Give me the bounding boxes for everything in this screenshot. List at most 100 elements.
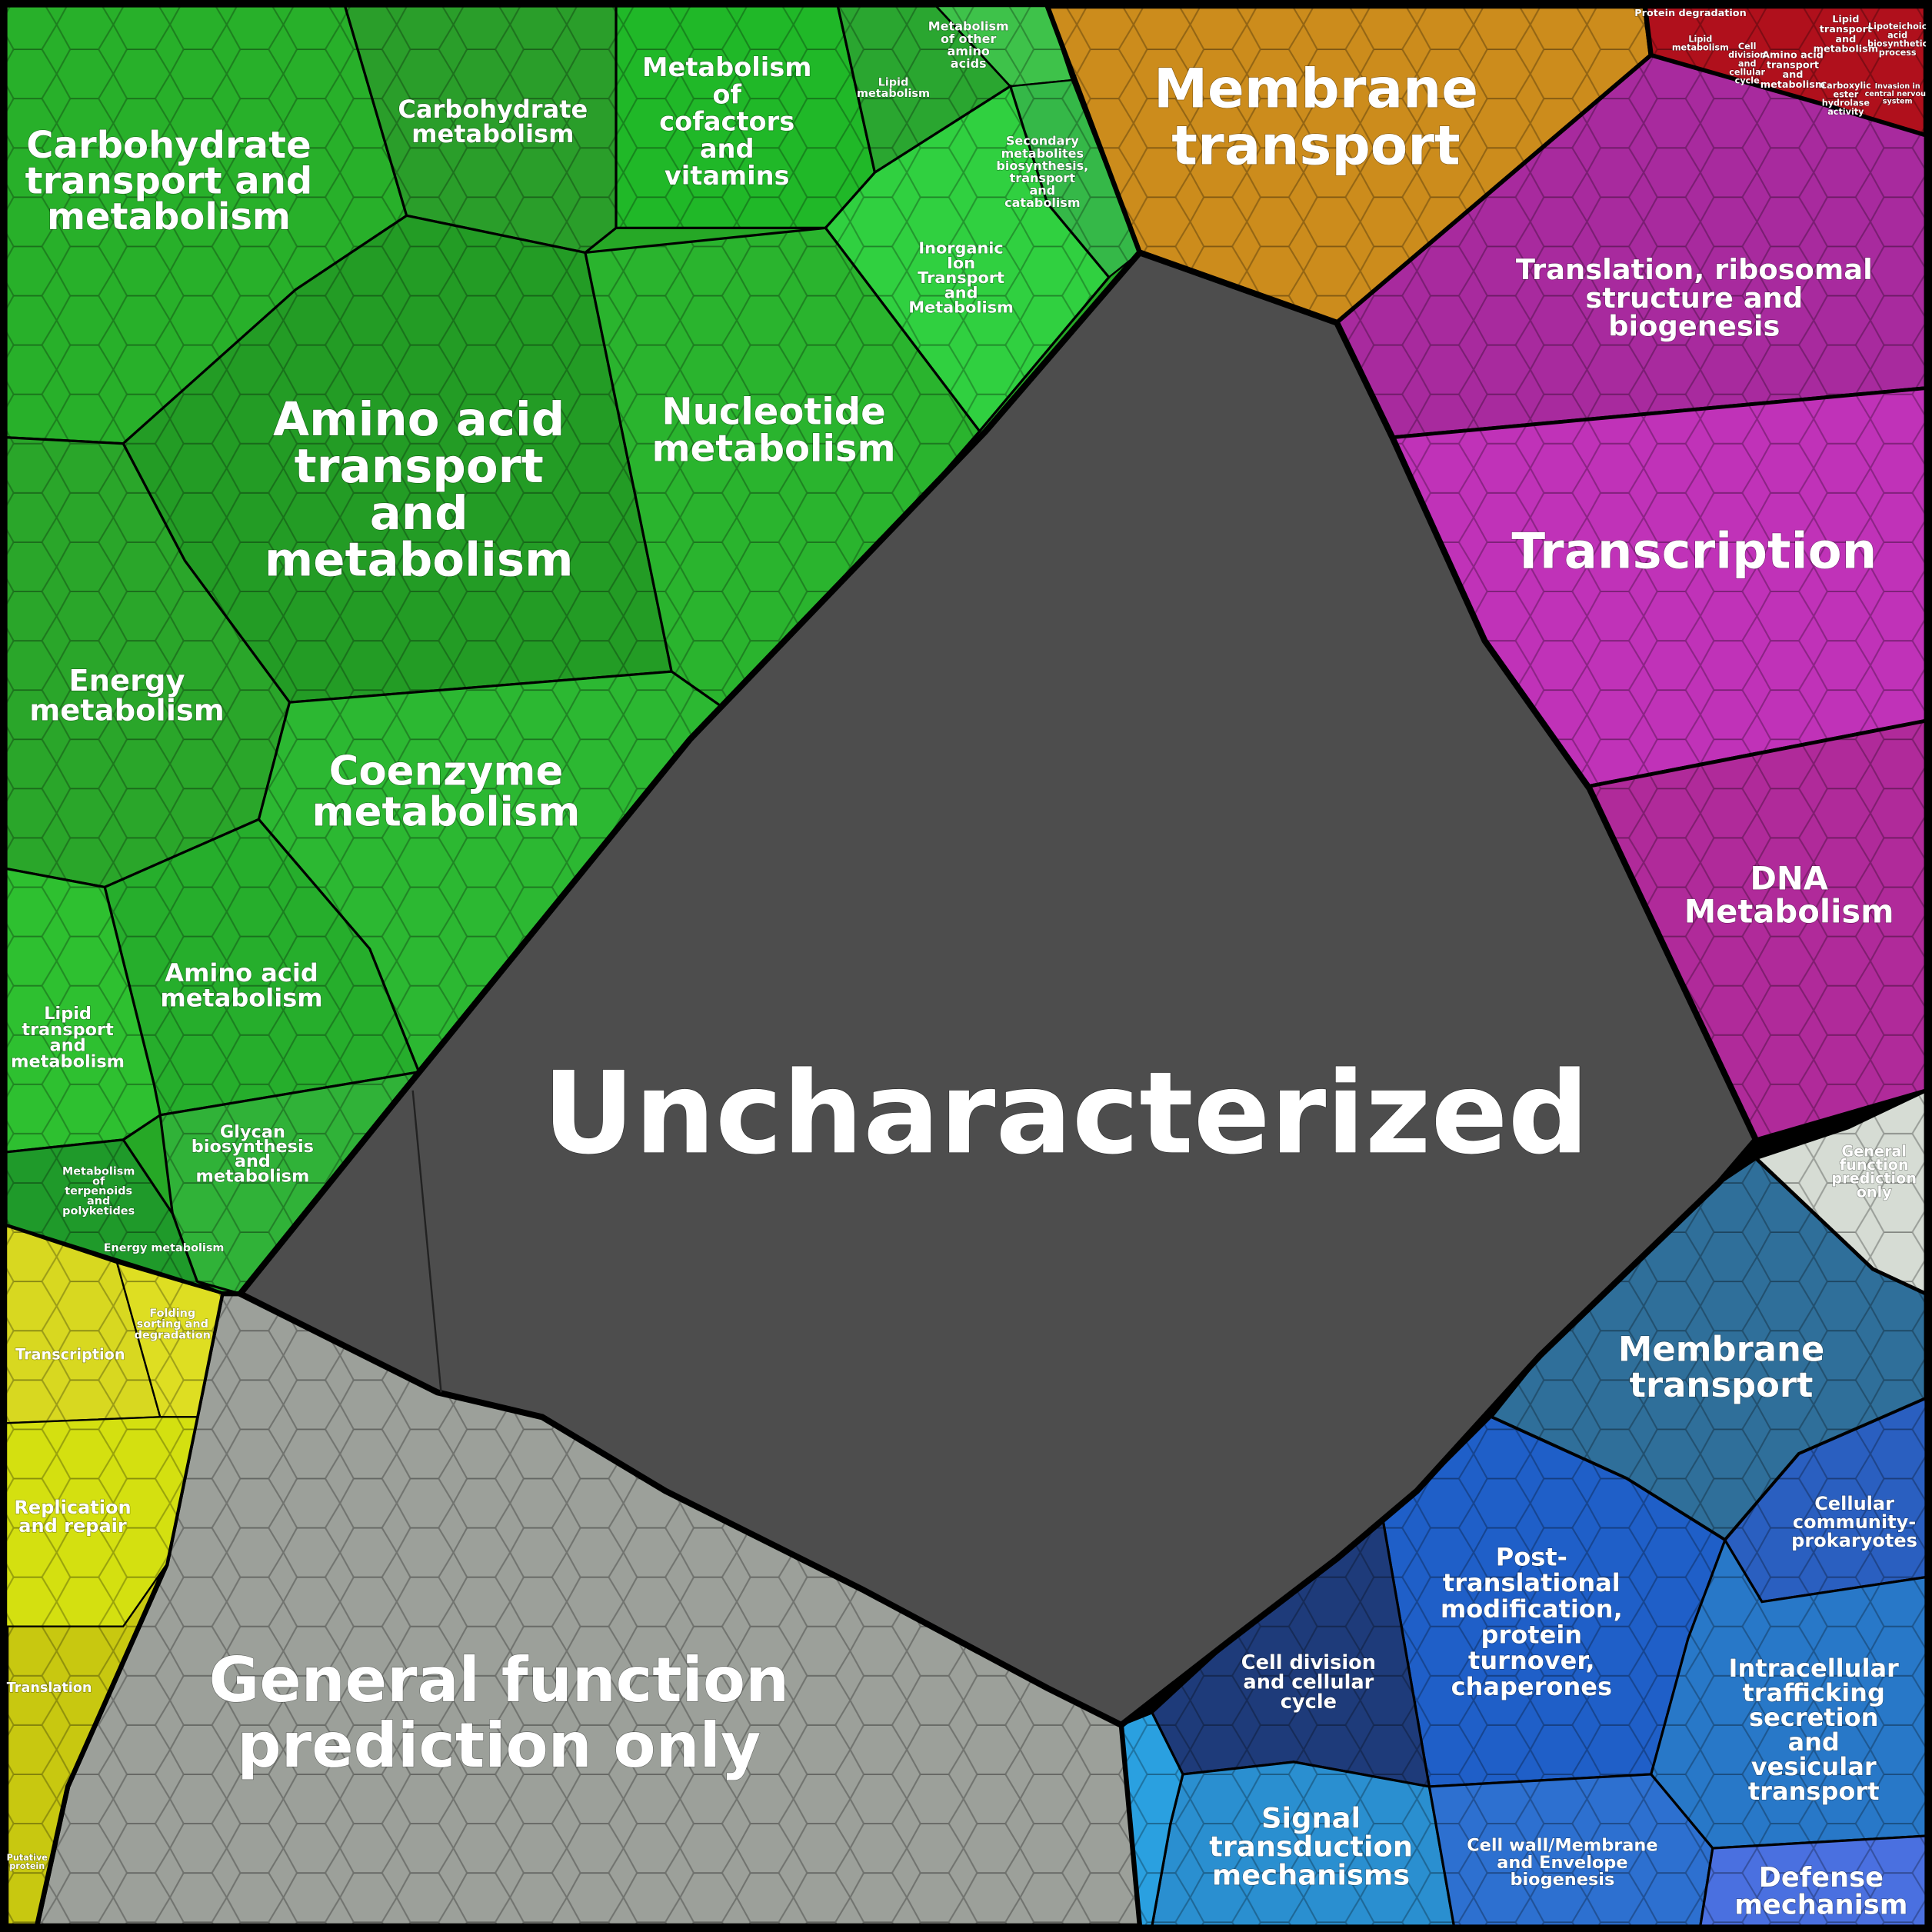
label-line: Nucleotide <box>661 390 885 433</box>
region-cells <box>1700 1836 1926 1926</box>
label-line: Lipid <box>1688 34 1712 44</box>
label-line: metabolism <box>857 88 930 100</box>
region-label: Translation <box>6 1680 92 1696</box>
label-line: prediction only <box>237 1710 761 1781</box>
region-cells <box>616 6 875 228</box>
region-label: Secondarymetabolitesbiosynthesis,transpo… <box>996 133 1089 210</box>
label-line: Coenzyme <box>329 748 564 795</box>
label-line: function <box>1840 1156 1909 1174</box>
label-line: Inorganic <box>918 239 1003 258</box>
label-line: metabolism <box>1814 44 1878 55</box>
label-line: and <box>944 283 978 301</box>
label-line: and Envelope <box>1497 1853 1627 1873</box>
label-line: system <box>1883 97 1913 105</box>
region-label: Energy metabolism <box>103 1241 225 1254</box>
label-line: division <box>1728 50 1766 60</box>
region-label: Transcription <box>15 1345 125 1364</box>
label-line: Carboxylic <box>1820 81 1871 91</box>
label-line: protein <box>1481 1621 1583 1650</box>
region-cells <box>936 6 1072 87</box>
region-cells <box>345 6 617 253</box>
region-cells <box>1151 1761 1454 1926</box>
region-cells <box>1724 1398 1926 1602</box>
label-line: metabolism <box>265 533 574 588</box>
label-line: Cell <box>1738 42 1757 52</box>
label-line: Energy metabolism <box>104 1242 225 1254</box>
label-line: vesicular <box>1751 1752 1877 1781</box>
label-line: Folding <box>149 1307 195 1320</box>
inner-edge <box>411 1090 442 1393</box>
label-line: Transport <box>918 268 1004 287</box>
label-line: Replication <box>14 1497 131 1518</box>
label-line: and <box>1029 183 1055 198</box>
label-line: metabolism <box>312 789 581 836</box>
label-line: Ion <box>947 254 975 272</box>
label-line: Metabolism <box>908 298 1013 317</box>
label-line: Amino acid <box>165 958 318 988</box>
label-line: Lipid <box>878 76 909 88</box>
region-cells <box>6 6 407 444</box>
label-line: structure and <box>1585 281 1803 315</box>
label-line: transport <box>1748 1777 1880 1806</box>
region-label: Uncharacterized <box>542 1047 1590 1180</box>
region-cells <box>1644 6 1926 136</box>
label-line: transduction <box>1209 1830 1413 1864</box>
label-line: hydrolase <box>1822 98 1870 108</box>
label-line: Lipid <box>1832 14 1859 25</box>
label-line: General function <box>209 1644 789 1716</box>
region-cells <box>838 6 1011 173</box>
label-line: Intracellular <box>1729 1654 1900 1683</box>
label-line: Membrane <box>1154 58 1478 121</box>
label-line: Putative <box>7 1853 48 1863</box>
label-line: Protein degradation <box>1634 8 1746 19</box>
label-line: Metabolism <box>62 1166 135 1178</box>
label-line: transport <box>22 1020 114 1040</box>
label-line: Invasion in <box>1875 82 1920 91</box>
label-line: Uncharacterized <box>542 1047 1589 1179</box>
label-line: Lipoteichoic <box>1868 22 1927 32</box>
label-line: cycle <box>1281 1690 1337 1714</box>
region-cells <box>585 228 980 715</box>
region-cells <box>6 1226 161 1424</box>
label-line: Membrane <box>1618 1328 1825 1369</box>
region-label: Protein degradation <box>1634 7 1747 19</box>
label-line: metabolism <box>195 1166 309 1186</box>
label-line: mechanism <box>1734 1889 1907 1920</box>
label-line: biogenesis <box>1510 1870 1614 1890</box>
label-line: metabolites <box>1001 146 1084 161</box>
label-line: metabolism <box>1672 42 1729 52</box>
label-line: Glycan <box>220 1122 285 1142</box>
region-cells <box>6 437 290 888</box>
region-label: Post-translationalmodification,proteintu… <box>1440 1542 1623 1701</box>
region-cells <box>1392 388 1926 789</box>
region <box>235 248 1760 1729</box>
label-line: degradation <box>135 1330 211 1342</box>
label-line: chaperones <box>1451 1672 1612 1701</box>
label-line: trafficking <box>1742 1678 1884 1707</box>
region-cells <box>1651 1540 1926 1849</box>
label-line: metabolism <box>652 427 896 470</box>
region-cells <box>6 1417 198 1627</box>
region-cells <box>6 868 161 1152</box>
label-line: mechanisms <box>1212 1858 1410 1891</box>
label-line: protein <box>9 1861 45 1871</box>
